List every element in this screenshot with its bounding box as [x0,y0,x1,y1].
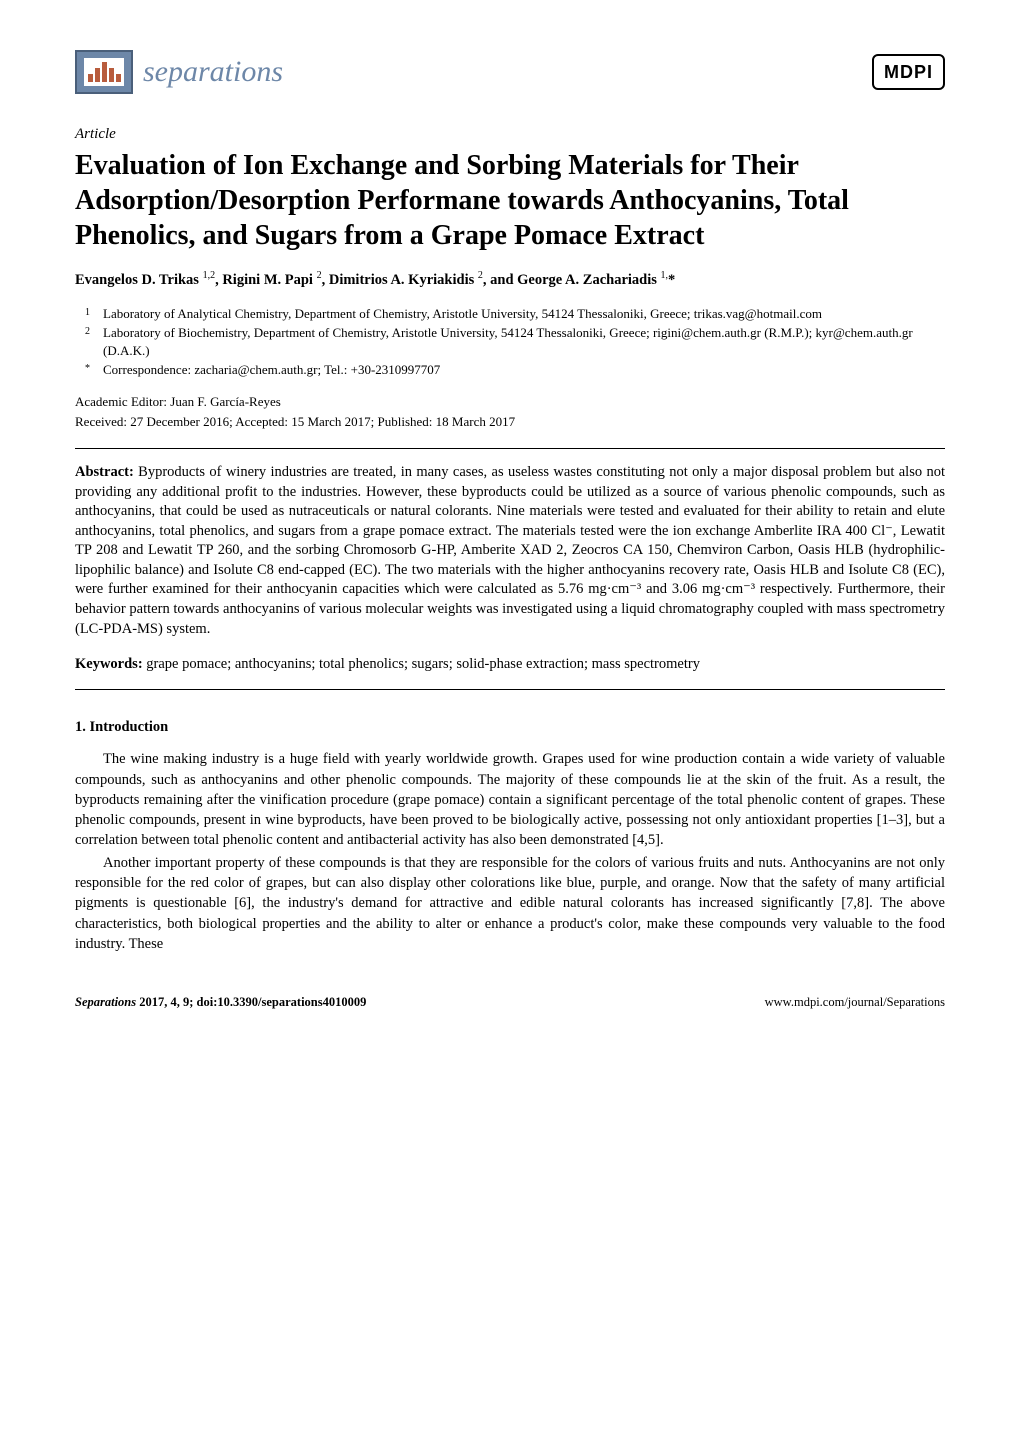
footer-citation: Separations 2017, 4, 9; doi:10.3390/sepa… [75,994,366,1011]
separations-logo-icon [75,50,133,94]
affiliation-marker: 1 [85,306,90,320]
footer-journal-name: Separations [75,995,136,1009]
keywords-text: grape pomace; anthocyanins; total phenol… [143,656,700,672]
abstract-keywords-block: Abstract: Byproducts of winery industrie… [75,448,945,690]
publication-dates-line: Received: 27 December 2016; Accepted: 15… [75,413,945,431]
affiliations-block: 1 Laboratory of Analytical Chemistry, De… [75,305,945,379]
authors-line: Evangelos D. Trikas 1,2, Rigini M. Papi … [75,271,945,291]
affiliation-text: Laboratory of Analytical Chemistry, Depa… [103,306,822,321]
body-paragraph: Another important property of these comp… [75,853,945,954]
keywords-label: Keywords: [75,656,143,672]
affiliation-1: 1 Laboratory of Analytical Chemistry, De… [103,305,945,323]
page-header: separations MDPI [75,50,945,94]
article-title: Evaluation of Ion Exchange and Sorbing M… [75,148,945,253]
affiliation-text: Correspondence: zacharia@chem.auth.gr; T… [103,362,440,377]
abstract: Abstract: Byproducts of winery industrie… [75,463,945,639]
affiliation-correspondence: * Correspondence: zacharia@chem.auth.gr;… [103,361,945,379]
abstract-text: Byproducts of winery industries are trea… [75,464,945,637]
journal-name: separations [143,52,283,93]
footer-url: www.mdpi.com/journal/Separations [765,994,945,1011]
article-type-label: Article [75,124,945,144]
section-heading-introduction: 1. Introduction [75,718,945,738]
affiliation-marker: * [85,362,90,376]
journal-logo: separations [75,50,283,94]
affiliation-marker: 2 [85,325,90,339]
affiliation-2: 2 Laboratory of Biochemistry, Department… [103,324,945,359]
body-paragraph: The wine making industry is a huge field… [75,749,945,850]
keywords: Keywords: grape pomace; anthocyanins; to… [75,655,945,675]
academic-editor-line: Academic Editor: Juan F. García-Reyes [75,393,945,411]
page-footer: Separations 2017, 4, 9; doi:10.3390/sepa… [75,994,945,1011]
mdpi-logo: MDPI [872,54,945,90]
affiliation-text: Laboratory of Biochemistry, Department o… [103,325,913,358]
abstract-label: Abstract: [75,464,134,480]
footer-citation-rest: 2017, 4, 9; doi:10.3390/separations40100… [136,995,366,1009]
